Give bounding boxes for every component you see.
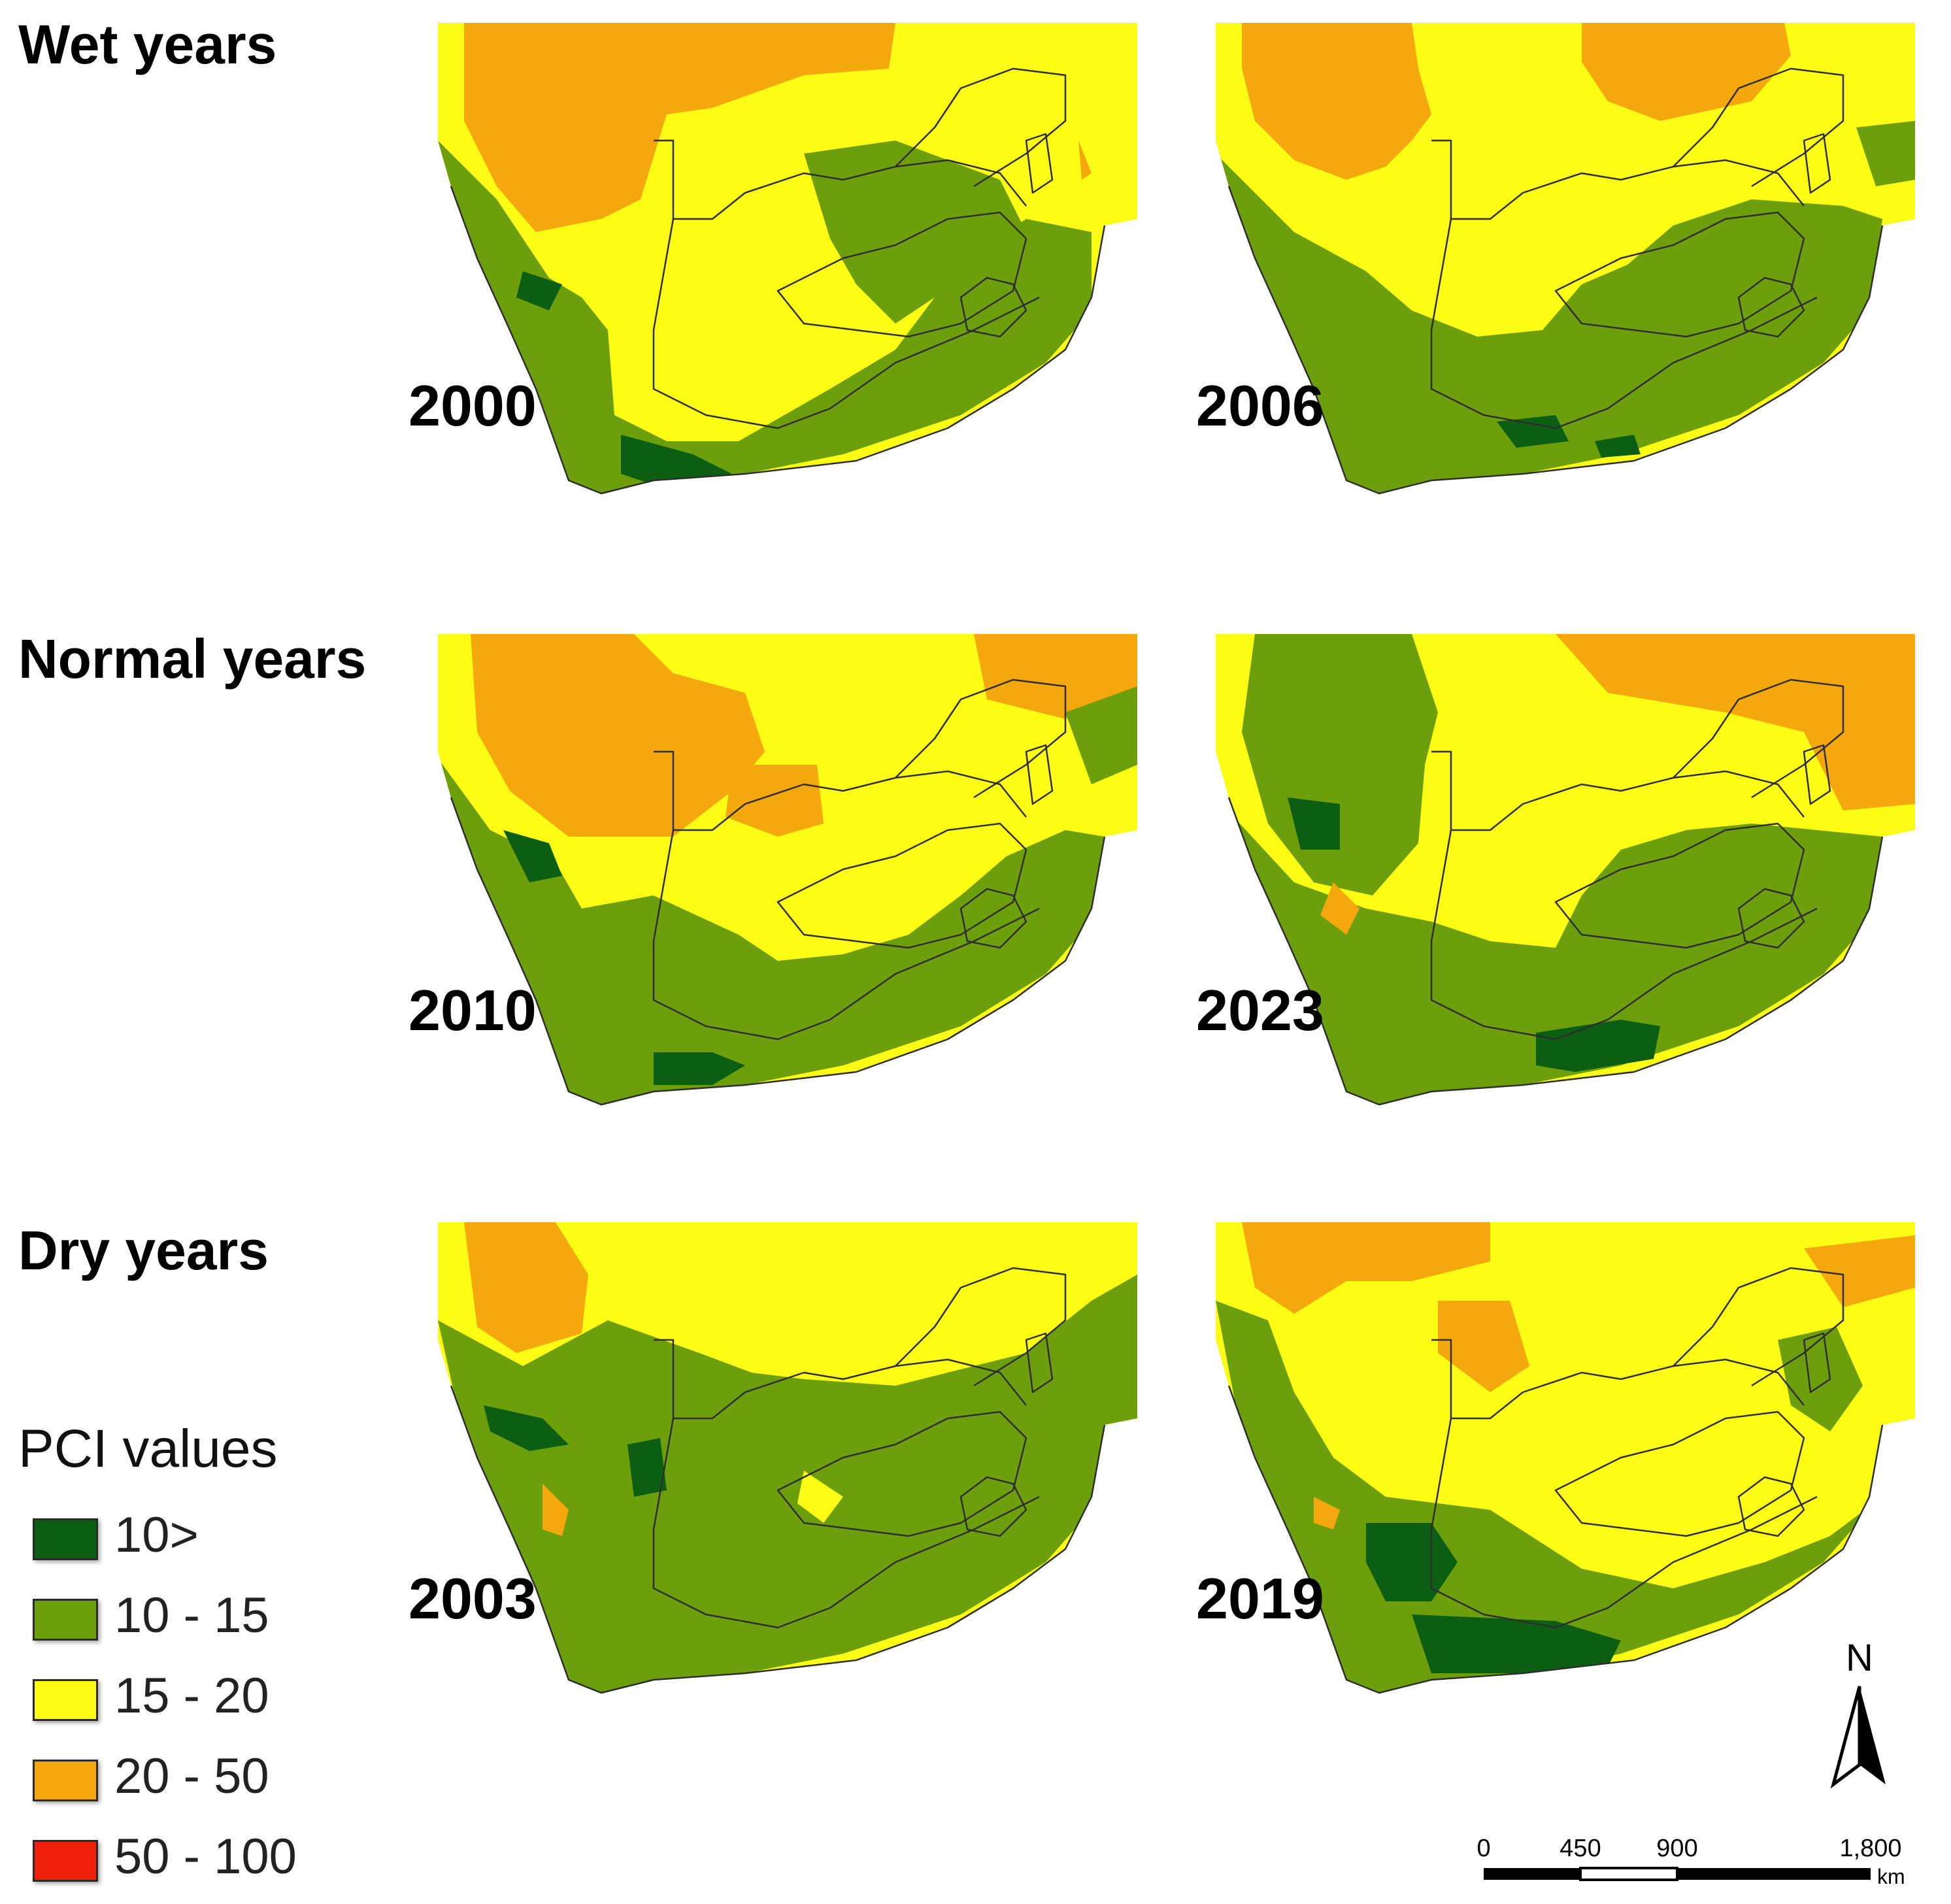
province-borders: [1227, 67, 1884, 495]
map-2003: [438, 1222, 1137, 1706]
scale-tick: 900: [1656, 1835, 1697, 1862]
zone-lt-10: [516, 271, 562, 310]
zone-10-15: [1856, 121, 1915, 186]
zone-lt-10: [503, 830, 562, 882]
year-label: 2010: [409, 978, 537, 1043]
legend-label: 20 - 50: [114, 1748, 269, 1804]
map-2010: [438, 634, 1137, 1118]
row-label-dry: Dry years: [18, 1220, 269, 1281]
zone-20-50: [1242, 23, 1431, 180]
north-arrow-icon: N: [1830, 1637, 1886, 1789]
zone-10-15: [1778, 1327, 1863, 1431]
north-arrow: N: [1827, 1634, 1892, 1791]
legend-swatch: [33, 1760, 98, 1801]
map-svg: [438, 1222, 1137, 1694]
province-borders: [450, 1267, 1106, 1694]
legend-title: PCI values: [18, 1419, 278, 1478]
zone-20-50: [1556, 634, 1915, 810]
map-svg: [1216, 1222, 1915, 1694]
zone-lt-10: [627, 1438, 667, 1497]
legend-label: 10 - 15: [114, 1588, 269, 1643]
zone-20-50: [1582, 23, 1791, 121]
zone-20-50: [542, 1484, 569, 1536]
north-label: N: [1846, 1637, 1873, 1679]
legend-label: 10>: [114, 1507, 199, 1563]
zone-10-15: [438, 758, 1105, 1105]
zone-20-50: [1804, 1235, 1915, 1307]
legend-swatch: [33, 1518, 98, 1560]
zone-20-50: [1242, 1222, 1490, 1314]
province-borders: [450, 67, 1106, 495]
map-2023: [1216, 634, 1915, 1118]
zone-lt-10: [1366, 1523, 1458, 1601]
zone-20-50: [1438, 1301, 1529, 1392]
zone-lt-10: [1536, 1020, 1660, 1072]
legend-swatch: [33, 1599, 98, 1641]
province-borders: [1227, 678, 1884, 1106]
legend-label: 15 - 20: [114, 1668, 269, 1724]
province-borders: [450, 678, 1106, 1106]
year-label: 2019: [1196, 1566, 1324, 1631]
legend-swatch: [33, 1679, 98, 1721]
row-label-wet: Wet years: [18, 14, 277, 75]
year-label: 2003: [409, 1566, 537, 1631]
zone-20-50: [464, 23, 895, 232]
zone-lt-10: [621, 435, 732, 487]
row-label-normal: Normal years: [18, 628, 367, 690]
scale-tick: 450: [1559, 1835, 1601, 1862]
map-2000: [438, 23, 1137, 507]
map-svg: [438, 23, 1137, 495]
zone-10-15: [438, 141, 1092, 493]
zone-20-50: [1314, 1497, 1340, 1529]
scale-tick: 1,800: [1839, 1835, 1901, 1862]
map-2019: [1216, 1222, 1915, 1706]
scale-tick: 0: [1477, 1835, 1491, 1862]
year-label: 2023: [1196, 978, 1324, 1043]
zone-10-15: [1242, 634, 1438, 895]
zone-lt-10: [654, 1052, 745, 1085]
zone-lt-10: [1412, 1614, 1621, 1673]
zone-10-15: [1216, 797, 1882, 1105]
year-label: 2000: [409, 373, 537, 438]
scale-bar-graphic: 0 450 900 1,800 km: [1476, 1835, 1905, 1888]
zone-20-50: [464, 1222, 588, 1353]
zone-20-50: [1078, 141, 1092, 180]
zone-lt-10: [1288, 797, 1340, 850]
zone-10-15: [1216, 154, 1882, 493]
legend-swatch: [33, 1840, 98, 1882]
zone-lt-10: [1497, 415, 1569, 448]
zone-20-50: [974, 634, 1137, 719]
zone-10-15: [1065, 686, 1137, 784]
zone-20-50: [1320, 882, 1359, 935]
zone-20-50: [725, 765, 824, 837]
province-borders: [1227, 1267, 1884, 1694]
zone-10-15: [438, 1275, 1137, 1693]
zone-lt-10: [1595, 435, 1641, 458]
zone-lt-10: [484, 1405, 569, 1451]
legend-label: 50 - 100: [114, 1829, 297, 1884]
zone-20-50: [471, 634, 765, 837]
map-2006: [1216, 23, 1915, 507]
map-svg: [1216, 23, 1915, 495]
map-svg: [1216, 634, 1915, 1106]
year-label: 2006: [1196, 373, 1324, 438]
map-svg: [438, 634, 1137, 1106]
zone-15-20: [797, 1471, 843, 1523]
scale-bar: 0 450 900 1,800 km: [1476, 1824, 1909, 1896]
scale-unit: km: [1877, 1865, 1905, 1888]
zone-10-15: [804, 141, 1026, 324]
